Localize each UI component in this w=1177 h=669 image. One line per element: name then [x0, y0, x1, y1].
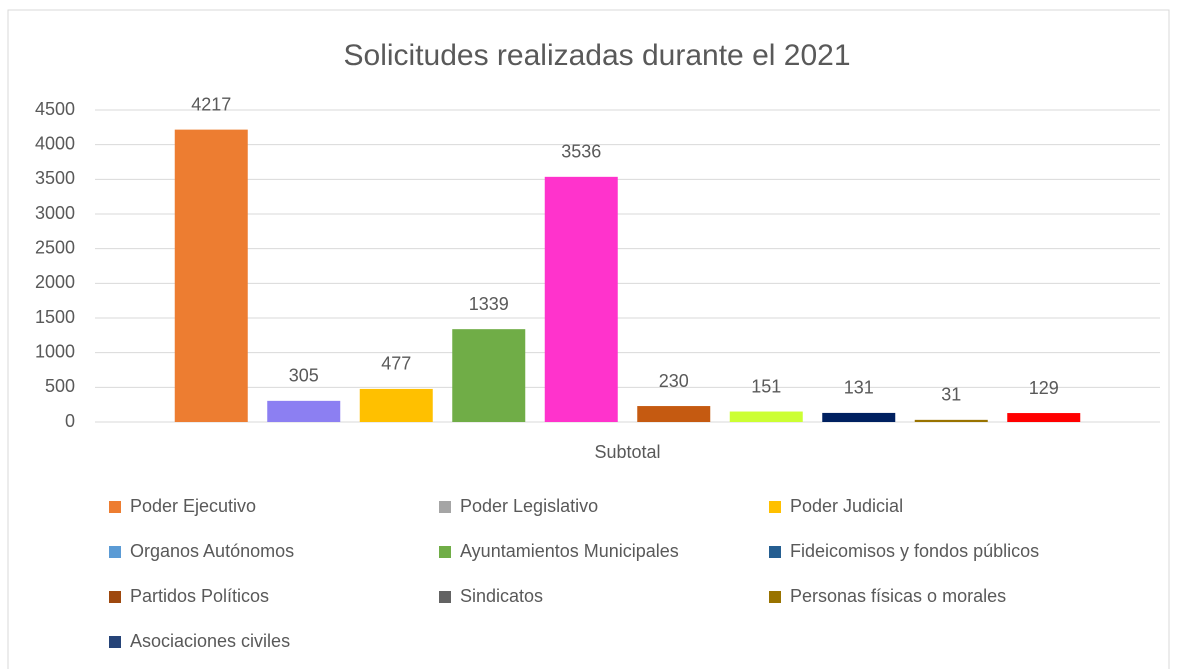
y-tick-label: 1000 [35, 341, 75, 361]
bar [637, 406, 711, 422]
bar [452, 329, 526, 422]
legend-label: Fideicomisos y fondos públicos [790, 541, 1039, 561]
legend-label: Sindicatos [460, 586, 543, 606]
bar [544, 176, 618, 422]
y-tick-label: 2000 [35, 272, 75, 292]
y-tick-label: 2500 [35, 237, 75, 257]
y-tick-label: 0 [65, 411, 75, 431]
data-label: 1339 [469, 294, 509, 314]
legend-label: Poder Ejecutivo [130, 496, 256, 516]
legend-label: Asociaciones civiles [130, 631, 290, 651]
legend-swatch [109, 546, 121, 558]
bar [729, 411, 803, 422]
y-tick-label: 3000 [35, 203, 75, 223]
legend-label: Poder Judicial [790, 496, 903, 516]
data-label: 3536 [561, 142, 601, 162]
y-tick-label: 4500 [35, 99, 75, 119]
data-label: 230 [659, 371, 689, 391]
y-tick-label: 500 [45, 376, 75, 396]
legend-label: Ayuntamientos Municipales [460, 541, 679, 561]
data-label: 151 [751, 376, 781, 396]
legend-swatch [109, 591, 121, 603]
data-label: 477 [381, 354, 411, 374]
bar [359, 388, 433, 422]
legend-swatch [769, 546, 781, 558]
data-label: 131 [844, 378, 874, 398]
legend-label: Partidos Políticos [130, 586, 269, 606]
bar [267, 400, 341, 422]
bar [174, 129, 248, 422]
legend-swatch [439, 591, 451, 603]
legend-swatch [109, 636, 121, 648]
legend-swatch [439, 546, 451, 558]
x-tick-label: Subtotal [594, 442, 660, 462]
y-tick-label: 1500 [35, 307, 75, 327]
data-label: 4217 [191, 94, 231, 114]
legend-label: Poder Legislativo [460, 496, 598, 516]
bar [914, 419, 988, 422]
legend-swatch [109, 501, 121, 513]
legend-swatch [439, 501, 451, 513]
legend-label: Personas físicas o morales [790, 586, 1006, 606]
bar [1007, 413, 1081, 422]
bar [822, 412, 896, 422]
data-label: 129 [1029, 378, 1059, 398]
chart-title: Solicitudes realizadas durante el 2021 [344, 39, 851, 72]
data-label: 31 [941, 385, 961, 405]
y-tick-label: 3500 [35, 168, 75, 188]
y-tick-label: 4000 [35, 133, 75, 153]
legend-swatch [769, 501, 781, 513]
data-label: 305 [289, 366, 319, 386]
legend-label: Organos Autónomos [130, 541, 294, 561]
legend-swatch [769, 591, 781, 603]
